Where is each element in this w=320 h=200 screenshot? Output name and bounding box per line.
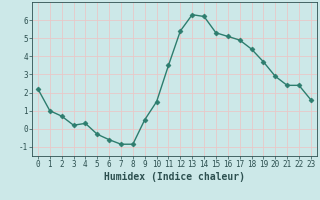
- X-axis label: Humidex (Indice chaleur): Humidex (Indice chaleur): [104, 172, 245, 182]
